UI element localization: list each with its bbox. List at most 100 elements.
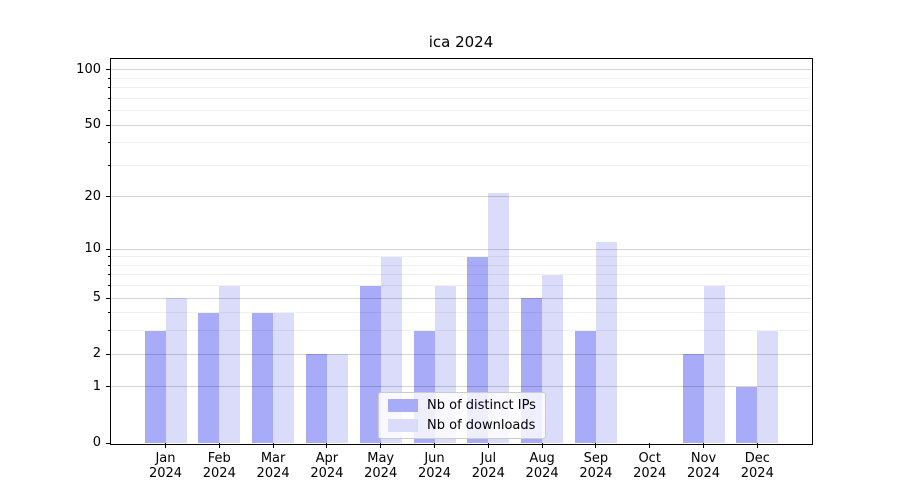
legend: Nb of distinct IPs Nb of downloads [378, 392, 546, 439]
y-tick-label: 10 [84, 241, 101, 257]
legend-label: Nb of distinct IPs [427, 398, 536, 413]
x-tick-label: Feb 2024 [189, 451, 249, 481]
major-gridline [111, 297, 811, 299]
bar-nb-of-distinct-ips [252, 312, 274, 443]
major-gridline [111, 124, 811, 126]
x-tick-year: 2024 [686, 466, 721, 481]
x-tick-year: 2024 [525, 466, 559, 481]
x-tick-month: May [367, 451, 395, 466]
bar-nb-of-distinct-ips [736, 386, 758, 443]
x-tick-mark [703, 443, 704, 448]
x-tick-mark [434, 443, 435, 448]
x-tick-mark [649, 443, 651, 448]
x-tick-month: Feb [207, 451, 231, 466]
y-tick-mark [105, 297, 110, 299]
minor-gridline [111, 285, 811, 287]
y-minor-tick-mark [107, 164, 110, 166]
x-tick-label: Jun 2024 [405, 451, 465, 481]
major-gridline [111, 69, 811, 71]
bar-nb-of-distinct-ips [305, 354, 327, 443]
legend-label: Nb of downloads [427, 418, 536, 433]
x-tick-month: Apr [315, 451, 339, 466]
y-tick-label: 100 [76, 61, 101, 77]
x-tick-month: Dec [744, 451, 770, 466]
y-tick-label: 5 [92, 290, 101, 306]
x-tick-year: 2024 [579, 466, 613, 481]
x-tick-label: Mar 2024 [243, 451, 303, 481]
minor-gridline [111, 77, 811, 79]
x-tick-label: Aug 2024 [512, 451, 572, 481]
y-tick-label: 1 [92, 378, 101, 394]
bar-nb-of-distinct-ips [574, 330, 596, 443]
y-tick-mark [105, 248, 110, 250]
x-tick-year: 2024 [417, 466, 452, 481]
major-gridline [111, 196, 811, 198]
bar-nb-of-downloads [488, 193, 510, 443]
x-tick-mark [326, 443, 328, 448]
x-tick-label: May 2024 [351, 451, 411, 481]
y-tick-mark [105, 196, 110, 198]
x-tick-label: Dec 2024 [727, 451, 787, 481]
y-tick-label: 0 [92, 435, 101, 450]
x-tick-month: Jun [424, 451, 445, 466]
major-gridline [111, 386, 811, 388]
x-tick-label: Apr 2024 [297, 451, 357, 481]
minor-gridline [111, 312, 811, 314]
bar-nb-of-downloads [326, 354, 348, 443]
x-tick-label: Jul 2024 [458, 451, 518, 481]
y-minor-tick-mark [107, 87, 110, 89]
y-minor-tick-mark [107, 77, 110, 79]
bar-nb-of-downloads [757, 330, 779, 443]
x-tick-year: 2024 [256, 466, 290, 481]
x-tick-label: Sep 2024 [566, 451, 626, 481]
y-tick-label: 50 [84, 117, 101, 133]
x-tick-mark [272, 443, 274, 448]
y-minor-tick-mark [107, 256, 110, 258]
bar-nb-of-downloads [273, 312, 295, 443]
x-tick-year: 2024 [148, 466, 183, 481]
minor-gridline [111, 97, 811, 99]
x-tick-month: Nov [690, 451, 717, 466]
x-tick-mark [541, 443, 543, 448]
x-tick-label: Jan 2024 [136, 451, 196, 481]
x-tick-year: 2024 [310, 466, 344, 481]
x-tick-year: 2024 [633, 466, 667, 481]
bar-nb-of-distinct-ips [198, 312, 220, 443]
bar-nb-of-downloads [703, 285, 725, 443]
y-minor-tick-mark [107, 285, 110, 287]
x-tick-mark [165, 443, 166, 448]
y-minor-tick-mark [107, 312, 110, 314]
x-tick-mark [380, 443, 382, 448]
bar-nb-of-distinct-ips [359, 285, 381, 443]
major-gridline [111, 353, 811, 355]
x-tick-mark [756, 443, 758, 448]
x-tick-label: Oct 2024 [620, 451, 680, 481]
minor-gridline [111, 142, 811, 144]
minor-gridline [111, 110, 811, 112]
x-tick-year: 2024 [740, 466, 774, 481]
x-tick-year: 2024 [202, 466, 236, 481]
major-gridline [111, 248, 811, 250]
y-minor-tick-mark [107, 142, 110, 144]
legend-item-nb-of-downloads: Nb of downloads [388, 418, 536, 433]
y-minor-tick-mark [107, 110, 110, 112]
y-tick-mark [105, 442, 110, 444]
y-tick-mark [105, 386, 110, 388]
bar-nb-of-downloads [165, 298, 187, 443]
x-tick-mark [218, 443, 220, 448]
minor-gridline [111, 87, 811, 89]
y-minor-tick-mark [107, 274, 110, 276]
bar-nb-of-downloads [595, 242, 617, 443]
chart-title: ica 2024 [428, 33, 494, 51]
x-tick-mark [487, 443, 489, 448]
x-tick-label: Nov 2024 [674, 451, 734, 481]
y-tick-mark [105, 353, 110, 355]
x-tick-month: Oct [638, 451, 661, 466]
legend-item-nb-of-distinct-ips: Nb of distinct IPs [388, 398, 536, 413]
bar-nb-of-downloads [542, 274, 564, 443]
x-tick-year: 2024 [364, 466, 398, 481]
legend-swatch-nb-of-distinct-ips [388, 399, 418, 412]
legend-swatch-nb-of-downloads [388, 419, 418, 432]
x-tick-month: Aug [529, 451, 555, 466]
